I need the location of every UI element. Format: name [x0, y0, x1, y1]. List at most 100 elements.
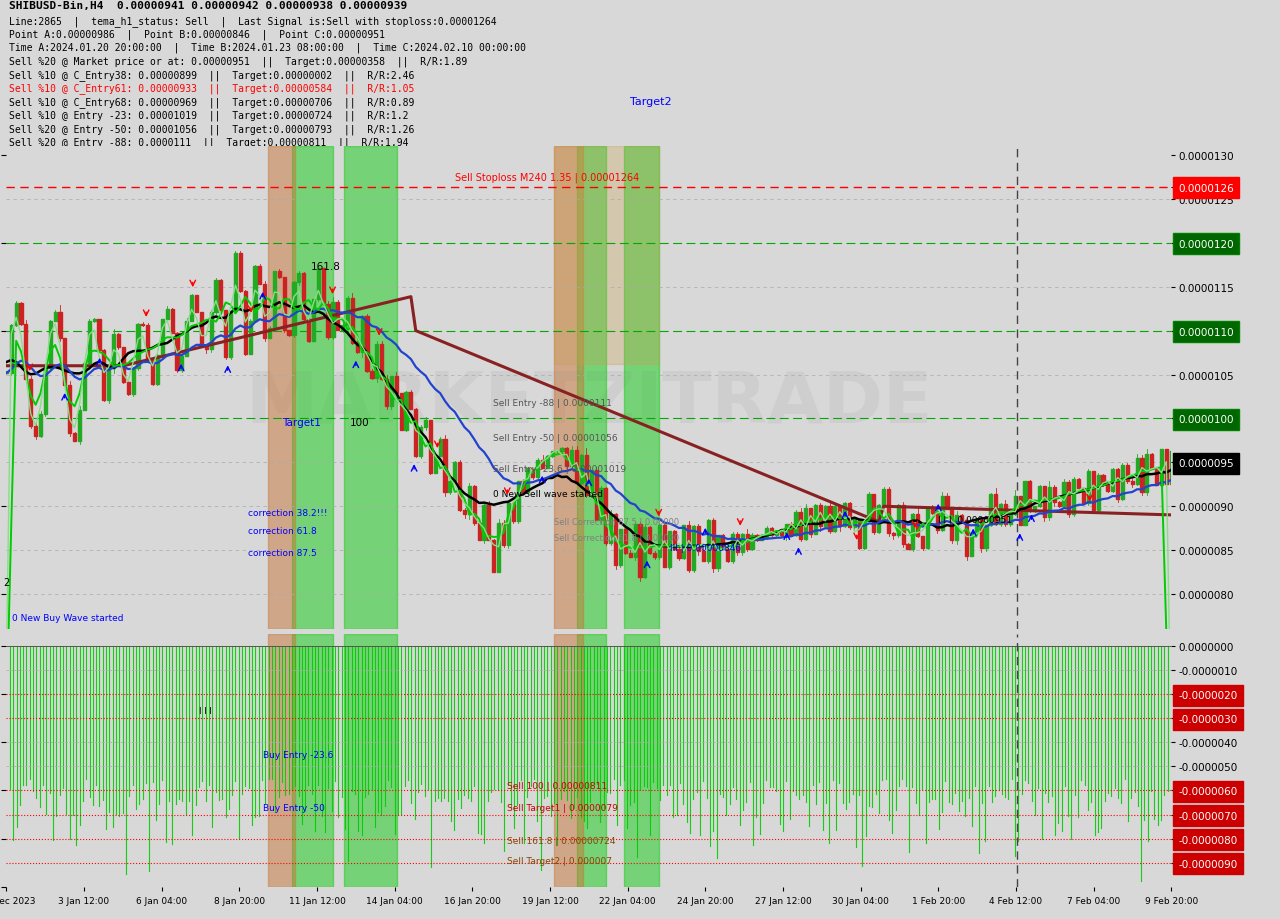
Bar — [229, 312, 232, 357]
Bar — [175, 334, 178, 370]
Bar — [760, 539, 763, 540]
Bar — [502, 524, 506, 546]
Bar — [488, 505, 490, 540]
Bar — [1146, 454, 1148, 492]
Bar — [507, 504, 509, 546]
Text: Target100: 0.00000811  ||  Target 161: 0.00000724  ||  Target 261: 0.00000584  |: Target100: 0.00000811 || Target 161: 0.0… — [9, 151, 790, 162]
Bar — [344, 147, 397, 630]
Bar — [554, 147, 659, 364]
Text: Buy Entry -23.6: Buy Entry -23.6 — [262, 750, 333, 759]
Bar — [526, 469, 530, 492]
Text: Target2: Target2 — [631, 96, 672, 107]
Bar — [717, 536, 719, 569]
Bar — [995, 494, 997, 525]
Text: Line:2865  |  tema_h1_status: Sell  |  Last Signal is:Sell with stoploss:0.00001: Line:2865 | tema_h1_status: Sell | Last … — [9, 16, 497, 27]
Bar — [609, 514, 612, 543]
Bar — [288, 331, 291, 335]
Bar — [1101, 475, 1105, 484]
Bar — [844, 504, 846, 527]
Bar — [332, 303, 334, 338]
Bar — [847, 504, 851, 528]
Bar — [858, 520, 861, 549]
Bar — [590, 471, 593, 495]
Bar — [541, 460, 544, 468]
Bar — [833, 506, 837, 531]
Bar — [570, 450, 573, 466]
Bar — [868, 494, 870, 521]
Bar — [989, 494, 992, 526]
Bar — [746, 534, 749, 550]
Bar — [292, 634, 333, 887]
Bar — [521, 482, 525, 492]
Bar — [950, 509, 954, 540]
Bar — [108, 369, 110, 401]
Text: Sell Entry -50 | 0.00001056: Sell Entry -50 | 0.00001056 — [493, 434, 618, 443]
Bar — [54, 312, 56, 322]
Bar — [804, 508, 808, 539]
Bar — [663, 525, 666, 567]
Bar — [594, 471, 598, 520]
Bar — [205, 346, 207, 349]
Bar — [658, 525, 660, 558]
Bar — [1160, 450, 1164, 485]
Bar — [561, 448, 563, 451]
Text: correction 87.5: correction 87.5 — [247, 548, 316, 557]
Bar — [1135, 458, 1139, 484]
Bar — [984, 526, 988, 549]
Bar — [253, 267, 256, 322]
Bar — [931, 507, 934, 514]
Bar — [415, 409, 417, 457]
Bar — [731, 535, 735, 562]
Bar — [554, 147, 582, 630]
Bar — [448, 482, 452, 493]
Text: Sell Correction 61.8 | 0.00000: Sell Correction 61.8 | 0.00000 — [554, 533, 678, 542]
Bar — [1165, 450, 1167, 484]
Bar — [493, 540, 495, 572]
Bar — [307, 320, 310, 342]
Bar — [639, 525, 641, 577]
Bar — [1014, 496, 1016, 515]
Bar — [483, 505, 485, 540]
Bar — [1057, 502, 1061, 506]
Bar — [180, 357, 183, 370]
Bar — [161, 320, 164, 356]
Text: Sell %20 @ Entry -50: 0.00001056  ||  Target:0.00000793  ||  R/R:1.26: Sell %20 @ Entry -50: 0.00001056 || Targ… — [9, 124, 415, 134]
Bar — [599, 489, 603, 520]
Bar — [696, 527, 700, 551]
Bar — [195, 296, 198, 312]
Bar — [960, 516, 964, 520]
Text: Time A:2024.01.20 20:00:00  |  Time B:2024.01.23 08:00:00  |  Time C:2024.02.10 : Time A:2024.01.20 20:00:00 | Time B:2024… — [9, 42, 526, 53]
Bar — [936, 514, 938, 530]
Text: 2: 2 — [3, 578, 9, 587]
Bar — [1009, 515, 1012, 524]
Bar — [707, 520, 710, 562]
Bar — [165, 310, 169, 320]
Bar — [897, 505, 900, 535]
Bar — [116, 335, 120, 348]
Bar — [628, 553, 632, 557]
Bar — [472, 486, 476, 524]
Bar — [83, 364, 86, 410]
Bar — [443, 439, 447, 493]
Bar — [1116, 470, 1119, 500]
Bar — [141, 324, 145, 325]
Bar — [248, 322, 252, 355]
Bar — [78, 410, 81, 441]
Text: Point A:0.00000986  |  Point B:0.00000846  |  Point C:0.00000951: Point A:0.00000986 | Point B:0.00000846 … — [9, 29, 385, 40]
Bar — [1130, 482, 1134, 484]
Bar — [585, 455, 588, 495]
Bar — [634, 525, 636, 557]
Bar — [922, 537, 924, 549]
Bar — [49, 322, 52, 369]
Bar — [132, 369, 134, 394]
Bar — [644, 528, 646, 577]
Bar — [1076, 480, 1080, 489]
Bar — [566, 448, 568, 466]
Text: Sell Target1 | 0.0000079: Sell Target1 | 0.0000079 — [507, 803, 618, 811]
Bar — [623, 529, 627, 553]
Bar — [38, 414, 42, 437]
Bar — [370, 371, 374, 379]
Bar — [186, 322, 188, 357]
Bar — [1043, 487, 1046, 518]
Bar — [273, 272, 276, 328]
